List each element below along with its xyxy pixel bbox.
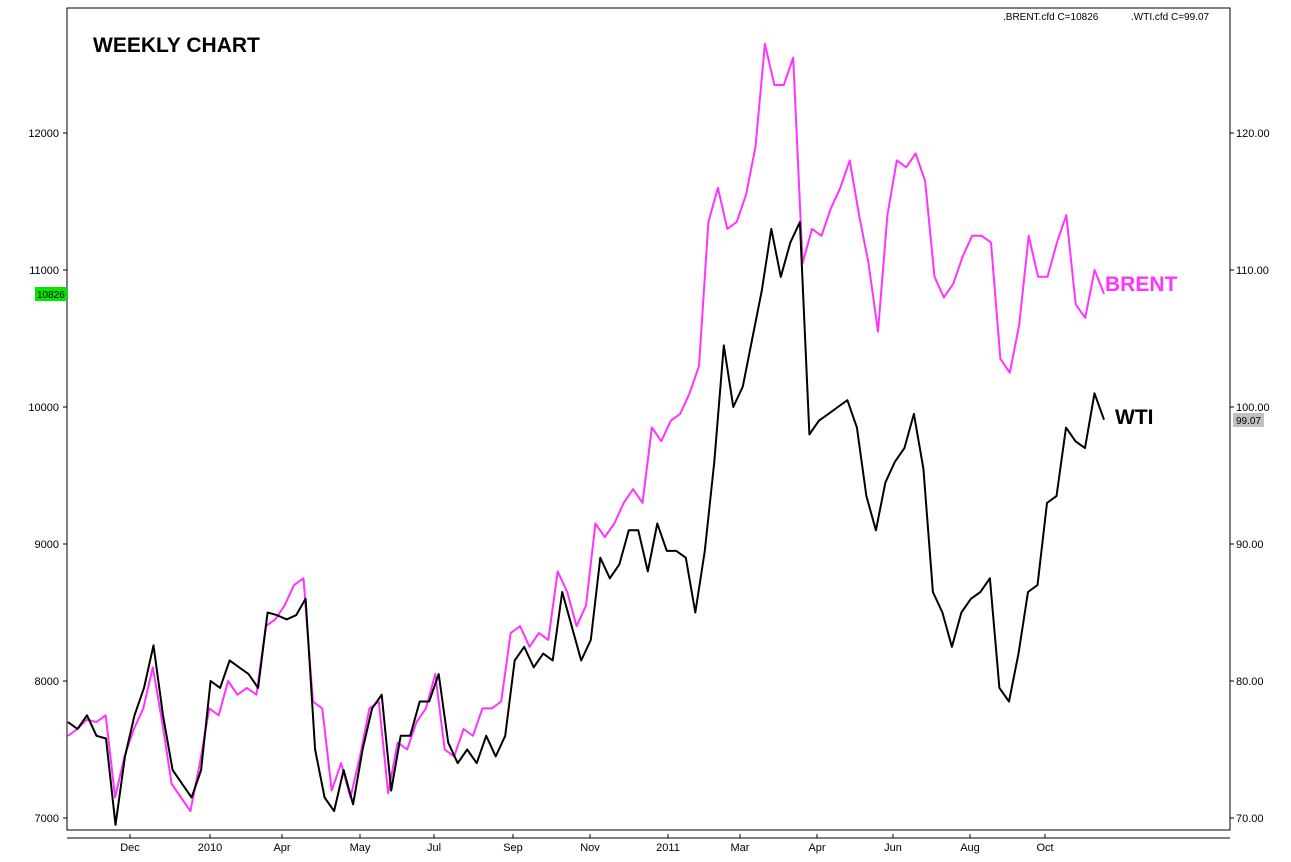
- right-tick-label: 80.00: [1236, 676, 1264, 688]
- right-last-value-label: 99.07: [1236, 416, 1261, 427]
- x-tick-label: Jun: [884, 842, 902, 854]
- right-tick-label: 110.00: [1236, 265, 1269, 277]
- x-tick-label: Jul: [427, 842, 441, 854]
- x-tick-label: 2010: [198, 842, 222, 854]
- header-label-wti: .WTI.cfd C=99.07: [1131, 12, 1210, 23]
- left-tick-label: 8000: [35, 676, 59, 688]
- series-label-wti: WTI: [1115, 406, 1153, 429]
- series-group: [67, 42, 1105, 826]
- right-last-value-badge: [1233, 413, 1264, 427]
- plot-frame: [66, 7, 1231, 831]
- left-tick-label: 10000: [28, 402, 59, 414]
- x-tick-label: 2011: [656, 842, 680, 854]
- x-tick-label: Dec: [120, 842, 140, 854]
- x-tick-label: Nov: [580, 842, 600, 854]
- series-label-brent: BRENT: [1105, 273, 1178, 296]
- x-tick-label: Oct: [1036, 842, 1053, 854]
- left-last-value-badge: [35, 287, 67, 301]
- right-tick-label: 120.00: [1236, 128, 1270, 140]
- x-tick-label: May: [350, 842, 371, 854]
- left-last-value-label: 10826: [37, 290, 65, 301]
- right-axis: 70.00 80.00 90.00 100.00 110.00 120.00: [1230, 128, 1270, 825]
- x-tick-label: Sep: [503, 842, 523, 854]
- left-tick-label: 11000: [29, 265, 59, 277]
- x-tick-label: Apr: [273, 842, 290, 854]
- left-axis: 7000 8000 9000 10000 11000 12000: [28, 128, 67, 825]
- series-line-brent: [67, 42, 1105, 813]
- x-tick-label: Mar: [731, 842, 750, 854]
- right-tick-label: 90.00: [1236, 539, 1264, 551]
- left-tick-label: 12000: [28, 128, 59, 140]
- header-label-brent: .BRENT.cfd C=10826: [1003, 12, 1099, 23]
- series-line-wti: [67, 221, 1105, 826]
- chart-title: WEEKLY CHART: [93, 34, 260, 57]
- left-tick-label: 7000: [35, 813, 59, 825]
- right-tick-label: 100.00: [1236, 402, 1270, 414]
- x-axis: Dec 2010 Apr May Jul Sep Nov 2011 Mar Apr Jun Aug Oc…: [67, 834, 1230, 854]
- x-tick-label: Apr: [808, 842, 825, 854]
- x-tick-label: Aug: [960, 842, 980, 854]
- right-tick-label: 70.00: [1236, 813, 1264, 825]
- left-tick-label: 9000: [35, 539, 59, 551]
